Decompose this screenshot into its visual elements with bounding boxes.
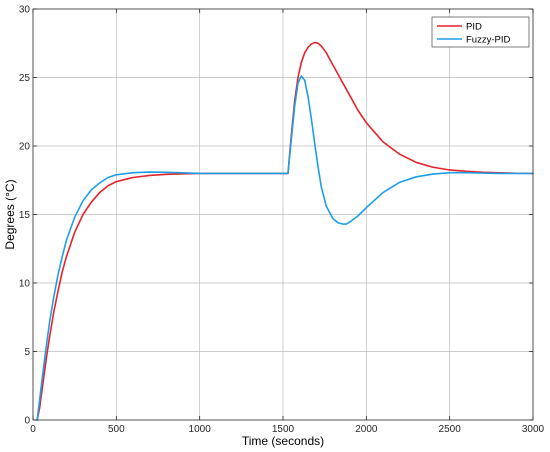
x-tick-label: 1000: [189, 424, 212, 435]
series-line-fuzzy-pid: [36, 75, 534, 421]
y-tick-label: 25: [19, 73, 31, 84]
y-tick-label: 15: [19, 210, 31, 221]
x-axis-label: Time (seconds): [242, 434, 324, 448]
y-tick-label: 20: [19, 142, 31, 153]
y-tick-label: 0: [24, 416, 30, 427]
x-tick-label: 500: [108, 424, 125, 435]
x-tick-label: 0: [30, 424, 36, 435]
legend-label: PID: [466, 22, 482, 33]
legend: PID Fuzzy-PID: [431, 16, 530, 48]
x-tick-label: 3000: [522, 424, 545, 435]
x-tick-label: 1500: [272, 424, 295, 435]
legend-box: [431, 16, 530, 48]
y-tick-label: 30: [19, 5, 31, 16]
axis-ticks: 0 500 1000 1500 2000 2500 3000 0 5 10 15 20 25 30: [19, 5, 545, 436]
y-axis-label: Degrees (°C): [3, 179, 17, 249]
grid-lines: [33, 9, 533, 420]
legend-label: Fuzzy-PID: [466, 35, 510, 46]
y-tick-label: 10: [19, 279, 31, 290]
series-lines: [36, 41, 534, 421]
x-tick-label: 2000: [355, 424, 378, 435]
y-tick-label: 5: [24, 347, 30, 358]
x-tick-label: 2500: [439, 424, 462, 435]
